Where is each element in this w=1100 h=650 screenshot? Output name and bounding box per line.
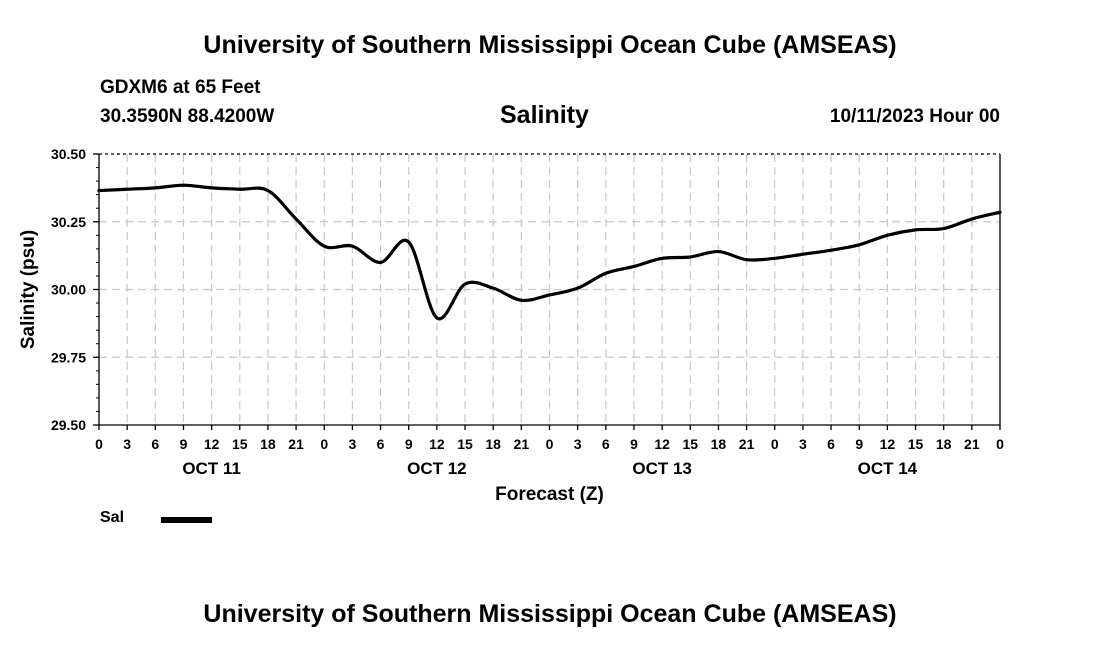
x-tick-label: 12 [204, 436, 220, 452]
legend-swatch [161, 517, 212, 523]
x-tick-label: 9 [630, 436, 638, 452]
day-label: OCT 12 [407, 459, 467, 478]
x-tick-label: 21 [288, 436, 304, 452]
forecast-date: 10/11/2023 Hour 00 [829, 106, 1000, 127]
x-tick-label: 6 [151, 436, 159, 452]
x-tick-label: 18 [485, 436, 501, 452]
day-label: OCT 11 [182, 459, 241, 478]
x-tick-label: 0 [320, 436, 328, 452]
x-tick-label: 0 [771, 436, 779, 452]
x-tick-label: 15 [232, 436, 248, 452]
legend-label: Sal [100, 509, 125, 526]
x-tick-label: 15 [457, 436, 473, 452]
x-tick-label: 21 [739, 436, 755, 452]
x-tick-label: 6 [602, 436, 610, 452]
x-tick-label: 18 [936, 436, 952, 452]
x-tick-label: 0 [546, 436, 554, 452]
coordinates-label: 30.3590N 88.4200W [100, 106, 275, 127]
x-tick-label: 3 [574, 436, 582, 452]
x-axis-title: Forecast (Z) [495, 484, 604, 505]
x-tick-label: 3 [349, 436, 357, 452]
x-tick-label: 3 [799, 436, 807, 452]
x-tick-label: 0 [996, 436, 1004, 452]
x-tick-label: 12 [654, 436, 670, 452]
x-tick-label: 9 [180, 436, 188, 452]
x-tick-label: 18 [711, 436, 727, 452]
x-tick-label: 12 [880, 436, 896, 452]
x-tick-label: 18 [260, 436, 276, 452]
x-tick-label: 0 [95, 436, 103, 452]
plot-title: Salinity [500, 101, 589, 129]
series-line-sal [97, 183, 1002, 321]
x-tick-label: 15 [682, 436, 698, 452]
x-tick-label: 21 [514, 436, 530, 452]
y-tick-label: 30.00 [51, 282, 86, 298]
x-tick-label: 6 [827, 436, 835, 452]
x-tick-label: 21 [964, 436, 980, 452]
y-tick-label: 30.25 [51, 214, 86, 230]
x-tick-label: 6 [377, 436, 385, 452]
x-tick-label: 15 [908, 436, 924, 452]
footer-title: University of Southern Mississippi Ocean… [203, 600, 897, 628]
day-label: OCT 13 [632, 459, 692, 478]
x-tick-label: 9 [405, 436, 413, 452]
x-tick-label: 12 [429, 436, 445, 452]
y-tick-label: 29.50 [51, 417, 86, 433]
y-axis-title: Salinity (psu) [18, 230, 39, 349]
x-tick-label: 9 [855, 436, 863, 452]
chart-title: University of Southern Mississippi Ocean… [203, 31, 897, 59]
y-tick-label: 30.50 [51, 146, 86, 162]
station-label: GDXM6 at 65 Feet [100, 77, 261, 98]
day-label: OCT 14 [858, 459, 918, 478]
y-tick-label: 29.75 [51, 349, 86, 365]
x-tick-label: 3 [123, 436, 131, 452]
